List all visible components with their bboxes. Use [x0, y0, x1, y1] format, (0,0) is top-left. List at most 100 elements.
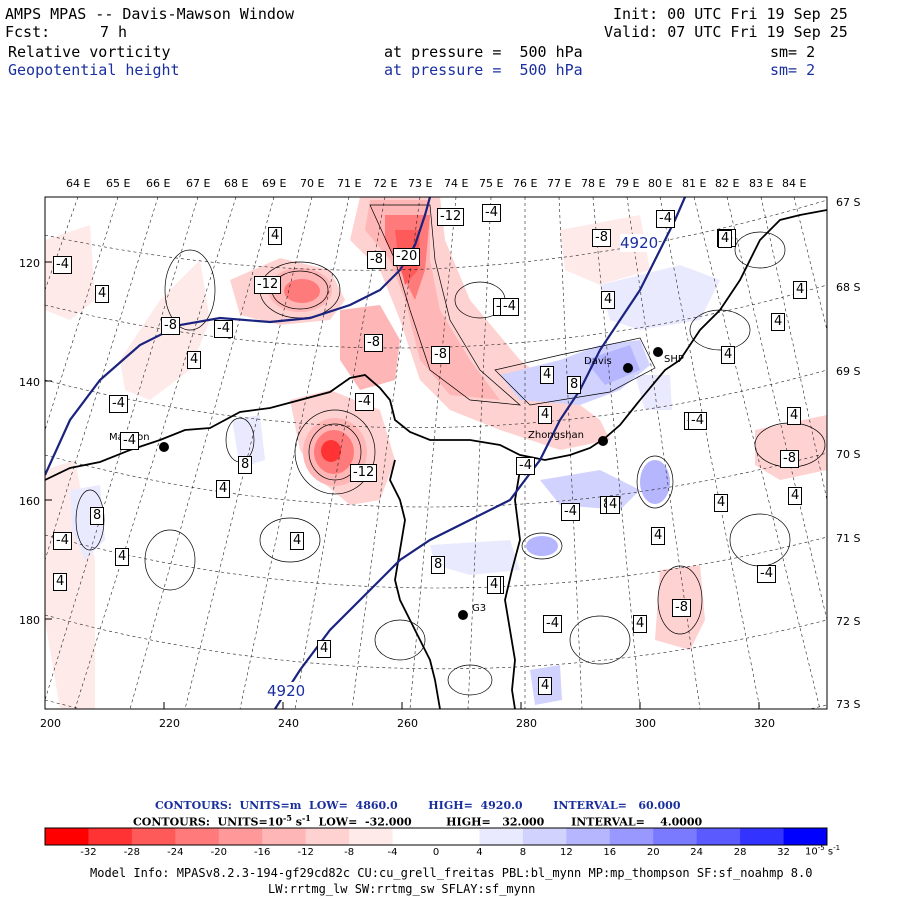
vorticity-value-label: -4	[120, 432, 139, 450]
vorticity-value-label: -20	[393, 248, 421, 266]
vorticity-value-label: 4	[771, 313, 786, 331]
colorbar-swatch	[566, 828, 611, 845]
colorbar-swatch	[696, 828, 741, 845]
x-tick-label: 320	[754, 717, 775, 730]
colorbar-swatch	[436, 828, 480, 845]
colorbar-swatch	[479, 828, 524, 845]
lon-label: 82 E	[715, 177, 740, 190]
vorticity-value-label: -4	[500, 298, 519, 316]
lat-label: 69 S	[836, 365, 861, 378]
vorticity-value-label: 8	[567, 376, 582, 394]
colorbar-swatch	[305, 828, 350, 845]
y-tick-label: 160	[19, 495, 40, 508]
vorticity-value-label: -4	[656, 210, 675, 228]
height-contour-info: CONTOURS: UNITS=m LOW= 4860.0 HIGH= 4920…	[155, 799, 681, 812]
vorticity-value-label: -4	[53, 256, 72, 274]
lon-label: 84 E	[782, 177, 807, 190]
shade-region	[70, 485, 105, 560]
lon-label: 79 E	[615, 177, 640, 190]
fcst-value: 7 h	[100, 23, 128, 41]
vorticity-value-label: -8	[364, 334, 383, 352]
y-tick-label: 140	[19, 376, 40, 389]
vorticity-value-label: 4	[53, 573, 68, 591]
colorbar-swatch	[522, 828, 567, 845]
vorticity-value-label: 8	[238, 456, 253, 474]
x-tick-label: 300	[635, 717, 656, 730]
station-label-shp: SHP	[664, 354, 684, 365]
height-contour-label: 4920	[267, 682, 306, 700]
vorticity-value-label: -12	[254, 276, 282, 294]
field2-smooth: sm= 2	[770, 61, 816, 79]
colorbar-units-s: s	[824, 846, 834, 858]
lon-label: 72 E	[373, 177, 398, 190]
vorticity-value-label: 4	[633, 615, 648, 633]
shade-region	[526, 536, 558, 556]
lon-label: 77 E	[547, 177, 572, 190]
vort-contour-info: CONTOURS: UNITS=10-5 s-1 LOW= -32.000 HI…	[133, 813, 702, 829]
lat-label: 71 S	[836, 532, 861, 545]
colorbar-units: 10-5 s-1	[805, 844, 840, 857]
field2-name: Geopotential height	[8, 61, 180, 79]
vorticity-value-label: -4	[543, 615, 562, 633]
colorbar-swatch	[88, 828, 133, 845]
field1-smooth: sm= 2	[770, 43, 816, 61]
colorbar-units-s-exp: -1	[833, 844, 841, 852]
vort-info-exp2: -1	[301, 813, 311, 823]
field2-level: at pressure = 500 hPa	[384, 61, 583, 79]
colorbar-units-exp: -5	[817, 844, 825, 852]
lat-label: 72 S	[836, 615, 861, 628]
lon-label: 76 E	[513, 177, 538, 190]
y-tick-label: 180	[19, 614, 40, 627]
vorticity-value-label: 4	[487, 576, 502, 594]
shade-region	[640, 460, 670, 504]
vorticity-value-label: -12	[437, 208, 465, 226]
field1-level: at pressure = 500 hPa	[384, 43, 583, 61]
lon-label: 75 E	[479, 177, 504, 190]
axis-ticks	[44, 261, 760, 709]
shade-region	[232, 415, 265, 468]
model-info-2: LW:rrtmg_lw SW:rrtmg_sw SFLAY:sf_mynn	[268, 882, 536, 896]
colorbar-tick-label: -4	[387, 847, 398, 858]
vorticity-value-label: 4	[651, 527, 666, 545]
vorticity-value-label: -4	[516, 457, 535, 475]
lat-label: 67 S	[836, 196, 861, 209]
plot-title: AMPS MPAS -- Davis-Mawson Window	[5, 5, 294, 23]
colorbar-tick-label: 28	[733, 847, 747, 858]
colorbar-tick-label: 8	[519, 847, 527, 858]
vorticity-value-label: -12	[350, 464, 378, 482]
station-label-g3: G3	[472, 603, 487, 614]
colorbar-swatch	[218, 828, 263, 845]
vort-info-range: LOW= -32.000 HIGH= 32.000 INTERVAL= 4.00…	[310, 815, 703, 829]
colorbar-frame	[44, 827, 828, 846]
vorticity-value-label: 4	[538, 677, 553, 695]
lon-label: 73 E	[408, 177, 433, 190]
colorbar-tick-label: -28	[123, 847, 141, 858]
model-info: Model Info: MPASv8.2.3-194-gf29cd82c CU:…	[90, 866, 813, 880]
x-tick-label: 220	[159, 717, 180, 730]
vorticity-value-label: 4	[538, 406, 553, 424]
lon-label: 71 E	[337, 177, 362, 190]
shade-region	[600, 265, 720, 330]
vorticity-value-label: -4	[757, 565, 776, 583]
vorticity-value-label: 4	[290, 532, 305, 550]
colorbar-tick-label: 24	[690, 847, 704, 858]
lat-label: 73 S	[836, 698, 861, 711]
vorticity-value-label: -8	[592, 229, 611, 247]
station-dot	[598, 436, 608, 446]
vorticity-value-label: 8	[90, 507, 105, 525]
colorbar-tick-label: 32	[777, 847, 790, 858]
lon-label: 68 E	[224, 177, 249, 190]
vorticity-value-label: -4	[53, 532, 72, 550]
colorbar-tick-label: -24	[167, 847, 184, 858]
colorbar-swatch	[45, 828, 89, 845]
colorbar-swatch	[131, 828, 176, 845]
station-label-davis: Davis	[584, 356, 612, 367]
shade-region	[560, 215, 650, 285]
vorticity-value-label: -8	[367, 251, 386, 269]
colorbar-swatch	[262, 828, 307, 845]
lon-label: 66 E	[146, 177, 171, 190]
vorticity-value-label: 4	[95, 285, 110, 303]
lon-label: 83 E	[749, 177, 774, 190]
colorbar-tick-label: 0	[432, 847, 440, 858]
colorbar-tick-label: -16	[254, 847, 271, 858]
